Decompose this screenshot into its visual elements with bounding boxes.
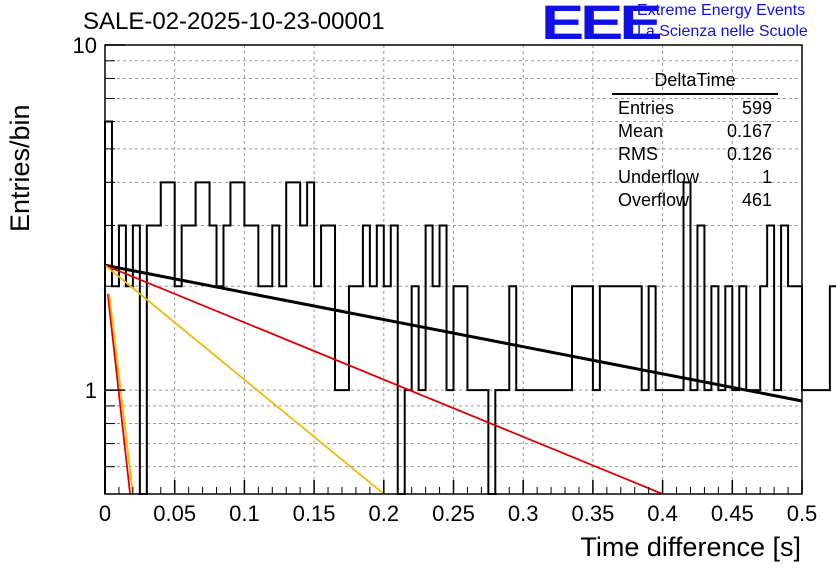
x-tick-label: 0.05 bbox=[153, 501, 196, 526]
axes: 0 0.05 0.1 0.15 0.2 0.25 0.3 0.35 0.4 0.45 0.5 1 10 bbox=[73, 33, 818, 526]
y-tick-label: 10 bbox=[73, 33, 97, 58]
stats-label: Mean bbox=[618, 121, 664, 141]
histogram-bars bbox=[104, 120, 836, 495]
stats-box: DeltaTime Entries 599 Mean 0.167 RMS 0.126 … bbox=[612, 70, 778, 212]
x-tick-label: 0.3 bbox=[508, 501, 539, 526]
stats-label: RMS bbox=[618, 144, 658, 164]
fit-red-slow bbox=[104, 264, 663, 495]
fit-yellow-fast bbox=[108, 293, 134, 495]
stats-row-rms: RMS 0.126 bbox=[612, 143, 778, 166]
stats-value: 1 bbox=[761, 167, 772, 187]
x-axis-label: Time difference [s] bbox=[580, 532, 801, 562]
logo-line-1: Extreme Energy Events bbox=[637, 2, 806, 19]
fit-black bbox=[104, 263, 803, 403]
y-axis-label: Entries/bin bbox=[5, 104, 35, 232]
x-tick-label: 0.2 bbox=[369, 501, 400, 526]
chart-title: SALE-02-2025-10-23-00001 bbox=[83, 8, 385, 35]
stats-title: DeltaTime bbox=[612, 70, 778, 95]
fit-red-fast bbox=[106, 293, 131, 495]
histogram-outline bbox=[104, 120, 836, 495]
x-tick-label: 0.5 bbox=[787, 501, 818, 526]
x-tick-label: 0.15 bbox=[293, 501, 336, 526]
stats-row-mean: Mean 0.167 bbox=[612, 120, 778, 143]
x-tick-label: 0.1 bbox=[229, 501, 260, 526]
stats-label: Entries bbox=[618, 98, 675, 118]
stats-value: 461 bbox=[741, 190, 772, 210]
stats-value: 0.167 bbox=[726, 121, 772, 141]
stats-label: Underflow bbox=[618, 167, 700, 187]
stats-value: 599 bbox=[741, 98, 772, 118]
stats-value: 0.126 bbox=[726, 144, 772, 164]
stats-row-entries: Entries 599 bbox=[612, 97, 778, 120]
x-tick-label: 0.4 bbox=[647, 501, 678, 526]
x-tick-label: 0 bbox=[99, 501, 111, 526]
stats-row-underflow: Underflow 1 bbox=[612, 166, 778, 189]
y-tick-label: 1 bbox=[85, 378, 97, 403]
fit-yellow bbox=[104, 264, 385, 495]
stats-label: Overflow bbox=[618, 190, 690, 210]
fit-curves bbox=[104, 263, 803, 495]
eee-logo: EEE bbox=[541, 0, 663, 50]
x-tick-label: 0.35 bbox=[571, 501, 614, 526]
x-tick-label: 0.45 bbox=[711, 501, 754, 526]
stats-row-overflow: Overflow 461 bbox=[612, 189, 778, 212]
logo-line-2: La Scienza nelle Scuole bbox=[637, 23, 808, 40]
x-tick-label: 0.25 bbox=[432, 501, 475, 526]
